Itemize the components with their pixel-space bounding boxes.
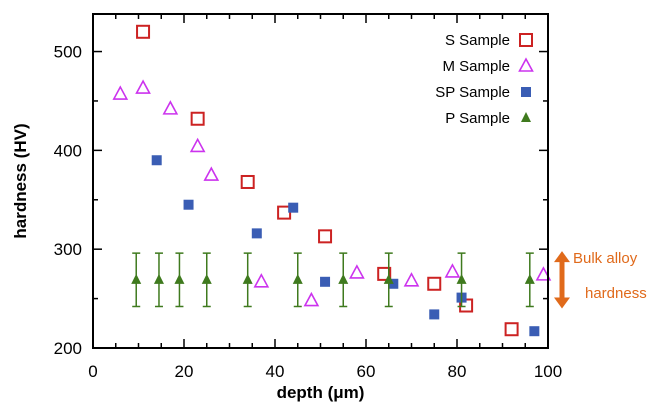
m-sample-point: [535, 266, 552, 281]
m-sample-point: [444, 263, 461, 278]
x-tick-label: 100: [534, 362, 562, 381]
legend-label-s-sample: S Sample: [445, 32, 510, 49]
m-sample-point: [349, 264, 365, 279]
legend: S Sample M Sample SP Sample P Sample: [435, 32, 534, 127]
plot-frame: [92, 13, 549, 349]
m-sample-point: [162, 100, 179, 115]
sp-sample-point: [320, 276, 331, 287]
p-sample-point: [338, 273, 349, 284]
p-sample-point: [131, 273, 142, 284]
annotation-label-line1: Bulk alloy: [573, 250, 638, 267]
s-sample-point: [427, 276, 442, 291]
p-sample-point: [174, 273, 185, 284]
legend-marker-p-sample: [521, 112, 531, 122]
s-sample-point: [504, 322, 519, 337]
s-sample-point: [136, 24, 151, 39]
x-tick-label: 80: [448, 362, 467, 381]
data-marks-layer: [112, 24, 552, 337]
m-sample-point: [203, 166, 220, 181]
legend-label-p-sample: P Sample: [445, 110, 510, 127]
s-sample-point: [318, 229, 333, 244]
sp-sample-point: [151, 155, 162, 166]
s-sample-point: [240, 174, 255, 189]
x-tick-label: 40: [266, 362, 285, 381]
legend-marker-m-sample: [518, 57, 534, 72]
p-sample-point: [524, 273, 535, 284]
annotation-arrow-head-down: [554, 297, 570, 309]
x-tick-label: 0: [88, 362, 97, 381]
sp-sample-point: [288, 202, 299, 213]
sp-sample-point: [183, 199, 194, 210]
legend-marker-sp-sample: [521, 87, 531, 97]
p-sample-point: [153, 273, 164, 284]
legend-label-sp-sample: SP Sample: [435, 84, 510, 101]
x-tick-label: 20: [175, 362, 194, 381]
y-tick-label: 200: [54, 339, 82, 358]
m-sample-point: [303, 291, 320, 307]
x-axis-title: depth (μm): [277, 383, 365, 402]
y-axis-title: hardness (HV): [11, 123, 30, 238]
p-sample-point: [456, 273, 467, 284]
sp-sample-point: [529, 326, 540, 337]
y-tick-label: 400: [54, 141, 82, 160]
s-sample-point: [190, 111, 205, 126]
y-tick-label: 500: [54, 43, 82, 62]
m-sample-point: [189, 137, 206, 153]
p-sample-point: [292, 273, 303, 284]
m-sample-point: [403, 272, 420, 287]
m-sample-point: [135, 79, 151, 94]
annotation-label-line2: hardness: [585, 285, 647, 302]
annotation-arrow-head-up: [554, 251, 570, 263]
p-sample-point: [242, 273, 253, 284]
sp-sample-point: [251, 228, 262, 239]
legend-marker-s-sample: [519, 33, 533, 47]
x-tick-label: 60: [357, 362, 376, 381]
s-sample-point: [377, 266, 392, 281]
y-tick-label: 300: [54, 240, 82, 259]
tick-labels-layer: 0 20 40 60 80 100 200 300 400 500: [54, 43, 563, 381]
p-sample-point: [383, 273, 394, 284]
sp-sample-point: [429, 309, 440, 320]
p-sample-point: [201, 273, 212, 284]
m-sample-point: [253, 273, 270, 288]
bulk-hardness-annotation: Bulk alloy hardness: [554, 250, 647, 309]
m-sample-point: [112, 85, 129, 100]
legend-label-m-sample: M Sample: [442, 58, 510, 75]
